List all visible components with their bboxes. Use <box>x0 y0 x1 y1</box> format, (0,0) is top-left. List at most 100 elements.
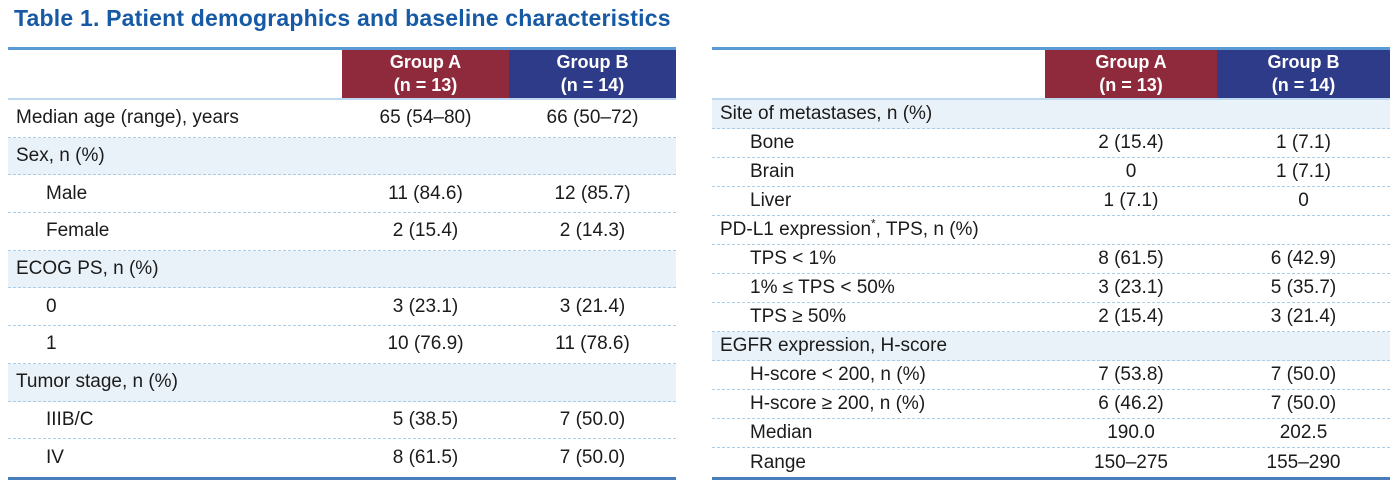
row-label: Range <box>750 451 806 473</box>
cell-group-a: 3 (23.1) <box>392 295 459 317</box>
cell-group-a: 65 (54–80) <box>379 107 472 129</box>
table-row: Brain 0 1 (7.1) <box>712 158 1390 187</box>
header-spacer <box>8 50 342 98</box>
row-label: EGFR expression, H-score <box>720 335 948 356</box>
table-row-category: EGFR expression, H-score <box>712 332 1390 361</box>
table-row: Median 190.0 202.5 <box>712 419 1390 448</box>
table-row-category: ECOG PS, n (%) <box>8 250 676 289</box>
cell-group-b: 66 (50–72) <box>546 107 639 129</box>
table-row-category: PD-L1 expression*, TPS, n (%) <box>712 216 1390 245</box>
header-group-b-name: Group B <box>556 51 629 72</box>
table-row: 0 3 (23.1) 3 (21.4) <box>8 288 676 327</box>
footnote-marker: * <box>871 219 876 231</box>
row-label: IIIB/C <box>46 408 94 430</box>
table-row: IIIB/C 5 (38.5) 7 (50.0) <box>8 401 676 440</box>
row-label: Bone <box>750 132 795 153</box>
cell-group-a: 5 (38.5) <box>392 408 459 430</box>
row-label: 1 <box>46 333 57 355</box>
cell-group-b: 7 (50.0) <box>559 408 626 430</box>
header-group-a-name: Group A <box>1095 51 1167 72</box>
header-group-a-n: (n = 13) <box>393 75 458 95</box>
cell-group-b: 7 (50.0) <box>1270 393 1337 414</box>
row-label: TPS ≥ 50% <box>750 306 846 327</box>
cell-group-a: 10 (76.9) <box>387 333 464 355</box>
table-header: Group A (n = 13) Group B (n = 14) <box>8 47 676 100</box>
cell-group-b: 7 (50.0) <box>559 447 626 469</box>
header-group-a: Group A (n = 13) <box>342 50 509 98</box>
table-row-category: Tumor stage, n (%) <box>8 363 676 402</box>
row-label: Male <box>46 182 88 204</box>
cell-group-a: 7 (53.8) <box>1098 364 1164 385</box>
cell-group-a: 2 (15.4) <box>1098 306 1164 327</box>
table-row: TPS ≥ 50% 2 (15.4) 3 (21.4) <box>712 303 1390 332</box>
row-label: Female <box>46 220 110 242</box>
table-row-category: Site of metastases, n (%) <box>712 100 1390 129</box>
header-group-b-name: Group B <box>1267 51 1340 72</box>
cell-group-b: 11 (78.6) <box>555 333 630 355</box>
table-row: Range 150–275 155–290 <box>712 448 1390 477</box>
row-label: Tumor stage, n (%) <box>16 371 178 393</box>
row-label: Brain <box>750 161 795 182</box>
cell-group-b: 3 (21.4) <box>559 295 626 317</box>
row-label: H-score ≥ 200, n (%) <box>750 393 926 414</box>
table-row: Female 2 (15.4) 2 (14.3) <box>8 213 676 251</box>
row-label: IV <box>46 447 64 469</box>
table-row: 1% ≤ TPS < 50% 3 (23.1) 5 (35.7) <box>712 274 1390 303</box>
cell-group-b: 1 (7.1) <box>1276 161 1331 182</box>
row-label: Liver <box>750 190 792 211</box>
cell-group-b: 12 (85.7) <box>554 182 631 204</box>
header-group-b: Group B (n = 14) <box>509 50 676 98</box>
table-row: Bone 2 (15.4) 1 (7.1) <box>712 129 1390 158</box>
row-label: ECOG PS, n (%) <box>16 258 159 280</box>
row-label: Median <box>750 422 813 443</box>
table-row: Median age (range), years 65 (54–80) 66 (5… <box>8 100 676 138</box>
cell-group-a: 2 (15.4) <box>1098 132 1164 153</box>
header-group-a-name: Group A <box>389 51 462 72</box>
header-group-b-n: (n = 14) <box>560 75 625 95</box>
cell-group-a: 0 <box>1125 161 1137 182</box>
table-row: 1 10 (76.9) 11 (78.6) <box>8 326 676 364</box>
cell-group-a: 8 (61.5) <box>392 447 459 469</box>
table-body: Site of metastases, n (%) Bone 2 (15.4) 1 (… <box>712 100 1390 477</box>
demographics-table-left: Group A (n = 13) Group B (n = 14) Median… <box>8 47 676 480</box>
cell-group-b: 7 (50.0) <box>1270 364 1337 385</box>
cell-group-b: 202.5 <box>1279 422 1328 443</box>
cell-group-b: 6 (42.9) <box>1270 248 1337 269</box>
header-group-b: Group B (n = 14) <box>1217 50 1390 98</box>
cell-group-b: 155–290 <box>1266 451 1341 473</box>
row-label: 1% ≤ TPS < 50% <box>750 277 895 298</box>
cell-group-a: 11 (84.6) <box>388 182 463 204</box>
cell-group-b: 2 (14.3) <box>559 220 626 242</box>
row-label: TPS < 1% <box>750 248 837 269</box>
header-group-a-n: (n = 13) <box>1099 75 1163 95</box>
cell-group-a: 6 (46.2) <box>1098 393 1164 414</box>
cell-group-b: 5 (35.7) <box>1270 277 1337 298</box>
table-row: H-score < 200, n (%) 7 (53.8) 7 (50.0) <box>712 361 1390 390</box>
cell-group-a: 150–275 <box>1094 451 1168 473</box>
row-label: PD-L1 expression*, TPS, n (%) <box>720 219 979 240</box>
row-label: Sex, n (%) <box>16 145 105 167</box>
table-row: Liver 1 (7.1) 0 <box>712 187 1390 216</box>
table-header: Group A (n = 13) Group B (n = 14) <box>712 47 1390 100</box>
cell-group-a: 1 (7.1) <box>1103 190 1159 211</box>
table-row: IV 8 (61.5) 7 (50.0) <box>8 439 676 477</box>
table-row: H-score ≥ 200, n (%) 6 (46.2) 7 (50.0) <box>712 390 1390 419</box>
demographics-table-right: Group A (n = 13) Group B (n = 14) Site o… <box>712 47 1390 480</box>
row-label: 0 <box>46 295 57 317</box>
header-group-b-n: (n = 14) <box>1271 75 1336 95</box>
table-row-category: Sex, n (%) <box>8 137 676 176</box>
row-label: Median age (range), years <box>16 107 239 129</box>
cell-group-a: 3 (23.1) <box>1098 277 1164 298</box>
cell-group-b: 3 (21.4) <box>1270 306 1337 327</box>
row-label: H-score < 200, n (%) <box>750 364 926 385</box>
cell-group-a: 190.0 <box>1107 422 1155 443</box>
row-label: Site of metastases, n (%) <box>720 103 933 124</box>
cell-group-b: 0 <box>1298 190 1309 211</box>
cell-group-a: 2 (15.4) <box>392 220 459 242</box>
table-row: TPS < 1% 8 (61.5) 6 (42.9) <box>712 245 1390 274</box>
table-title: Table 1. Patient demographics and baseli… <box>14 5 671 31</box>
cell-group-a: 8 (61.5) <box>1098 248 1164 269</box>
header-group-a: Group A (n = 13) <box>1045 50 1217 98</box>
header-spacer <box>712 50 1045 98</box>
